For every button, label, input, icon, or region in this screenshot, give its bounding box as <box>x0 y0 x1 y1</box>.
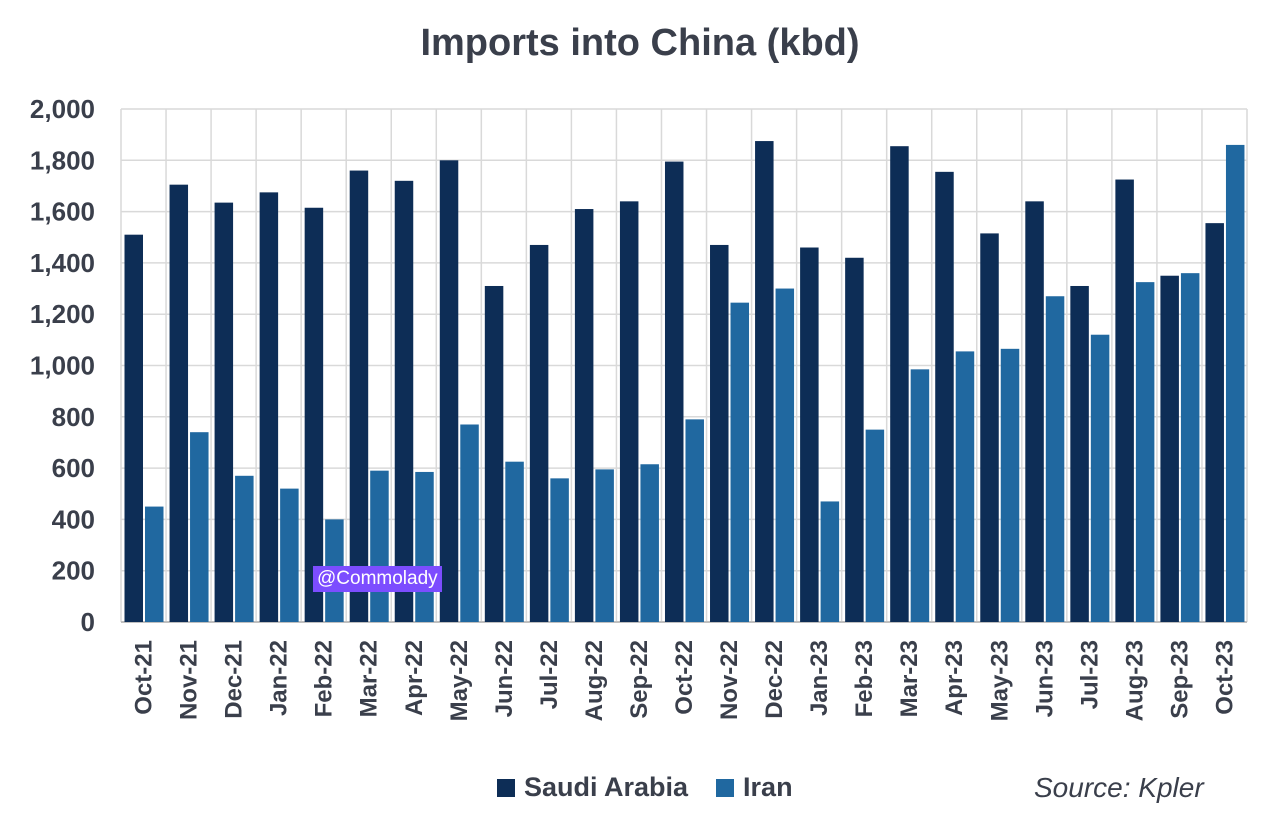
x-tick-label: Jun-23 <box>1031 640 1058 717</box>
legend-swatch-iran <box>716 778 735 797</box>
bar-iran <box>1045 296 1065 622</box>
y-tick-label: 1,400 <box>30 248 95 278</box>
bar-iran <box>820 501 840 622</box>
bar-saudi-arabia <box>169 184 189 623</box>
bar-saudi-arabia <box>1115 179 1134 622</box>
y-tick-label: 1,800 <box>30 145 95 175</box>
bars <box>124 141 1245 623</box>
bar-saudi-arabia <box>259 192 279 623</box>
bar-iran <box>865 429 885 622</box>
bar-iran <box>280 488 299 622</box>
bar-iran <box>1225 144 1245 622</box>
bar-iran <box>730 302 750 622</box>
bar-saudi-arabia <box>845 257 864 622</box>
x-tick-label: Aug-23 <box>1121 640 1148 721</box>
x-tick-label: Nov-21 <box>176 640 203 720</box>
y-tick-label: 1,200 <box>30 299 95 329</box>
bar-saudi-arabia <box>980 233 999 622</box>
bar-iran <box>460 424 479 622</box>
bar-saudi-arabia <box>529 244 549 622</box>
bar-iran <box>955 351 975 622</box>
bar-iran <box>1000 348 1020 622</box>
legend-label-saudi-arabia: Saudi Arabia <box>524 772 689 802</box>
bar-iran <box>1090 334 1110 622</box>
bar-saudi-arabia <box>800 247 819 622</box>
bar-saudi-arabia <box>1070 285 1089 622</box>
legend-label-iran: Iran <box>743 772 793 802</box>
legend-item-saudi-arabia: Saudi Arabia <box>497 772 688 803</box>
bar-saudi-arabia <box>1025 201 1044 622</box>
x-tick-label: Aug-22 <box>581 640 608 721</box>
x-tick-label: Jul-23 <box>1076 640 1103 709</box>
y-tick-label: 0 <box>81 607 95 637</box>
bar-saudi-arabia <box>890 146 909 622</box>
bar-iran <box>550 478 569 622</box>
bar-iran <box>370 470 389 622</box>
y-tick-label: 600 <box>52 453 95 483</box>
bar-iran <box>1180 273 1200 622</box>
legend-swatch-saudi-arabia <box>497 778 515 797</box>
y-axis-ticks: 0 200 400 600 800 1,000 1,200 1,400 1,600 1,800 2,… <box>30 94 95 637</box>
bar-saudi-arabia <box>484 285 504 622</box>
x-tick-label: May-23 <box>986 640 1013 721</box>
bar-saudi-arabia <box>124 234 143 622</box>
x-tick-label: Apr-23 <box>941 640 968 716</box>
bar-saudi-arabia <box>304 207 324 622</box>
y-tick-label: 1,600 <box>30 197 95 227</box>
bar-iran <box>415 471 434 622</box>
x-tick-label: Oct-21 <box>131 640 158 715</box>
bar-iran <box>1135 282 1155 622</box>
bar-saudi-arabia <box>755 141 774 622</box>
x-tick-label: Dec-21 <box>221 640 248 719</box>
bar-iran <box>685 419 704 622</box>
x-tick-label: Dec-22 <box>761 640 788 719</box>
bar-saudi-arabia <box>214 202 234 622</box>
x-tick-label: Nov-22 <box>716 640 743 720</box>
bar-iran <box>235 475 254 622</box>
bar-saudi-arabia <box>664 161 684 622</box>
x-tick-label: Feb-22 <box>311 640 338 717</box>
y-tick-label: 2,000 <box>30 94 95 124</box>
legend-item-iran: Iran <box>716 772 793 803</box>
x-axis-ticks: Oct-21 Nov-21 Dec-21 Jan-22 Feb-22 Mar-22 Apr-… <box>131 640 1239 721</box>
x-tick-label: Oct-23 <box>1211 640 1238 715</box>
x-tick-label: May-22 <box>446 640 473 721</box>
y-tick-label: 200 <box>52 556 95 586</box>
x-tick-label: Oct-22 <box>671 640 698 715</box>
y-tick-label: 400 <box>52 504 95 534</box>
bar-saudi-arabia <box>394 180 414 622</box>
y-tick-label: 800 <box>52 402 95 432</box>
bar-saudi-arabia <box>710 244 729 622</box>
bar-saudi-arabia <box>935 171 954 622</box>
bar-iran <box>910 369 930 622</box>
bar-saudi-arabia <box>1160 275 1179 622</box>
bar-iran <box>190 432 209 622</box>
chart-title: Imports into China (kbd) <box>420 22 860 64</box>
y-tick-label: 1,000 <box>30 351 95 381</box>
bar-saudi-arabia <box>349 170 369 622</box>
bar-saudi-arabia <box>1205 223 1224 622</box>
bar-iran <box>640 464 659 622</box>
source-note: Source: Kpler <box>1034 772 1204 803</box>
bar-iran <box>505 461 524 622</box>
x-tick-label: Feb-23 <box>851 640 878 717</box>
x-tick-label: Jan-23 <box>806 640 833 716</box>
bar-iran <box>595 469 614 622</box>
bar-iran <box>145 506 164 622</box>
x-tick-label: Jun-22 <box>491 640 518 717</box>
watermark-handle: @Commolady <box>313 566 442 592</box>
legend: Saudi Arabia Iran <box>497 772 821 803</box>
x-tick-label: Sep-22 <box>626 640 653 719</box>
bar-saudi-arabia <box>574 209 594 622</box>
x-tick-label: Jan-22 <box>266 640 293 716</box>
x-tick-label: Sep-23 <box>1166 640 1193 719</box>
x-tick-label: Mar-23 <box>896 640 923 717</box>
x-tick-label: Mar-22 <box>356 640 383 717</box>
x-tick-label: Jul-22 <box>536 640 563 709</box>
x-tick-label: Apr-22 <box>401 640 428 716</box>
bar-iran <box>775 288 795 622</box>
bar-saudi-arabia <box>619 201 639 622</box>
bar-saudi-arabia <box>439 160 459 623</box>
